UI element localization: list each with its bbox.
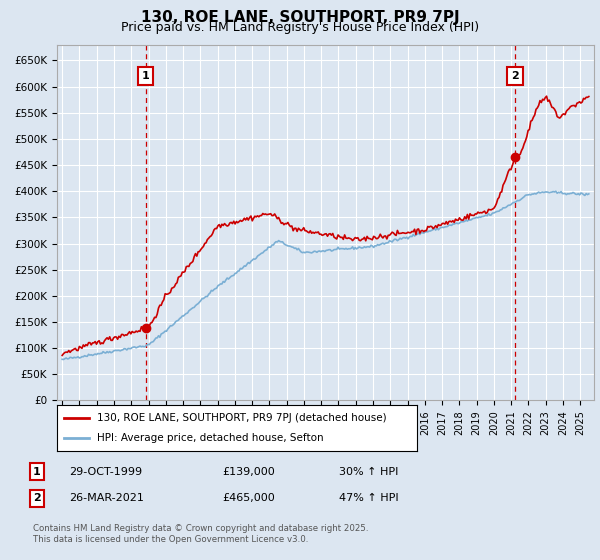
Text: 2: 2 [511, 71, 519, 81]
Text: 130, ROE LANE, SOUTHPORT, PR9 7PJ (detached house): 130, ROE LANE, SOUTHPORT, PR9 7PJ (detac… [97, 413, 386, 423]
Text: £465,000: £465,000 [222, 493, 275, 503]
Text: 2: 2 [33, 493, 41, 503]
Text: 47% ↑ HPI: 47% ↑ HPI [339, 493, 398, 503]
Text: HPI: Average price, detached house, Sefton: HPI: Average price, detached house, Seft… [97, 433, 323, 443]
Text: £139,000: £139,000 [222, 466, 275, 477]
Text: 130, ROE LANE, SOUTHPORT, PR9 7PJ: 130, ROE LANE, SOUTHPORT, PR9 7PJ [140, 10, 460, 25]
Text: Contains HM Land Registry data © Crown copyright and database right 2025.
This d: Contains HM Land Registry data © Crown c… [33, 524, 368, 544]
Text: 26-MAR-2021: 26-MAR-2021 [69, 493, 144, 503]
Text: 1: 1 [142, 71, 149, 81]
Text: Price paid vs. HM Land Registry's House Price Index (HPI): Price paid vs. HM Land Registry's House … [121, 21, 479, 34]
Text: 30% ↑ HPI: 30% ↑ HPI [339, 466, 398, 477]
Text: 29-OCT-1999: 29-OCT-1999 [69, 466, 142, 477]
Text: 1: 1 [33, 466, 41, 477]
